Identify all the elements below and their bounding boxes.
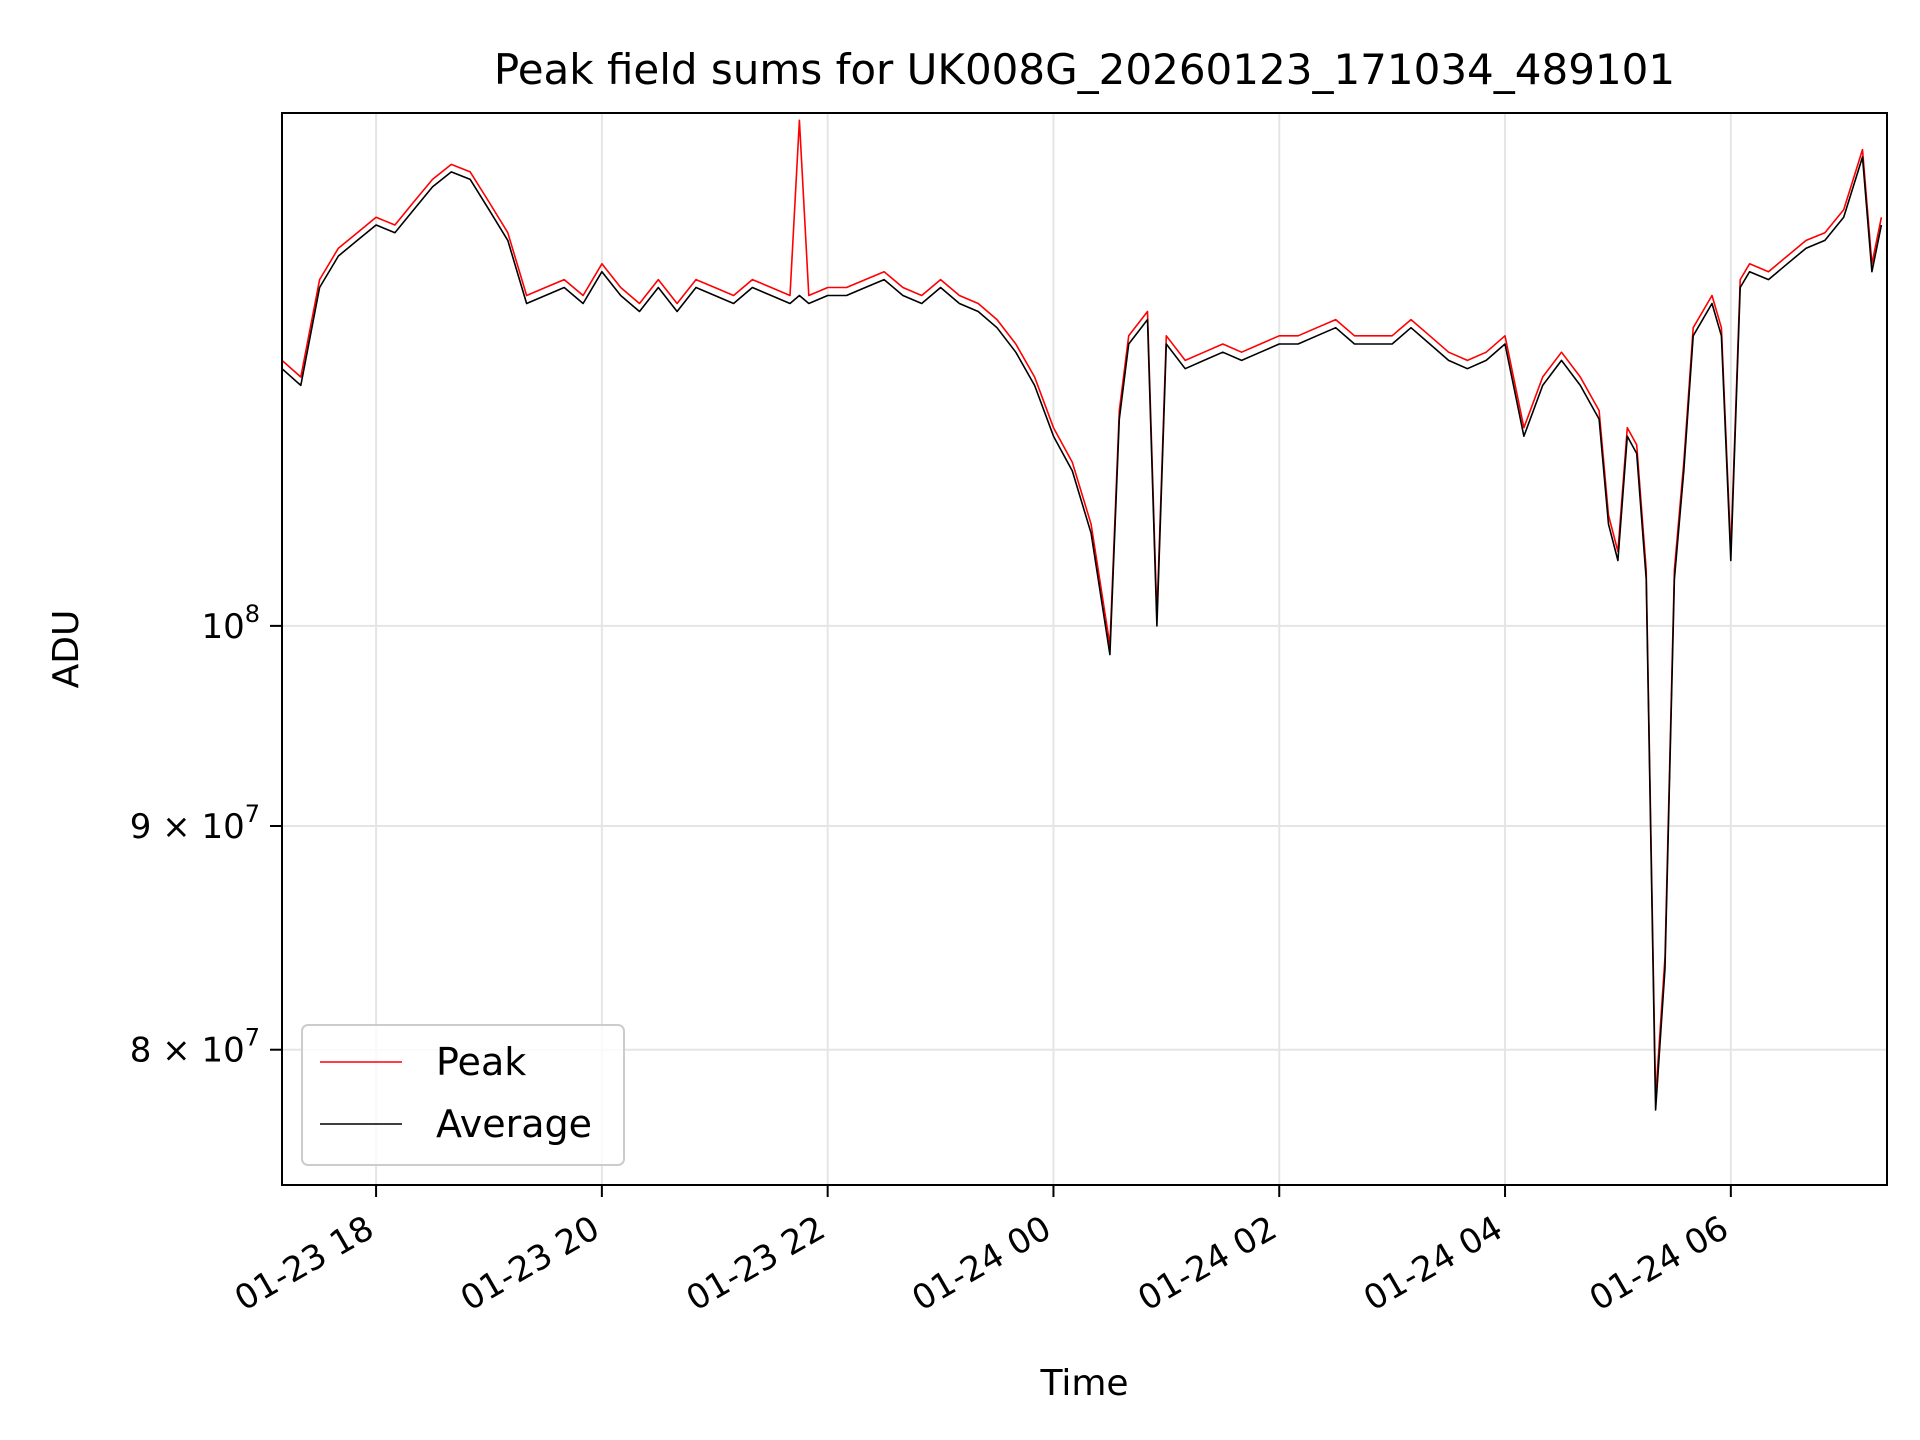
legend-label-average: Average [436, 1102, 592, 1146]
grid [282, 113, 1887, 1185]
legend-label-peak: Peak [436, 1040, 526, 1084]
plot-frame [281, 112, 1888, 1186]
series-line-average [281, 156, 1883, 1111]
y-tick-label: 8 × 107 [130, 1024, 260, 1071]
series-layer [281, 119, 1883, 1111]
legend: Peak Average [301, 1024, 625, 1166]
chart-title: Peak field sums for UK008G_20260123_1710… [494, 45, 1675, 94]
y-axis-label: ADU [46, 610, 87, 689]
x-axis-label: Time [1039, 1363, 1128, 1404]
y-tick-label: 9 × 107 [130, 800, 260, 847]
legend-box [301, 1024, 625, 1166]
y-tick-label: 108 [201, 600, 260, 647]
